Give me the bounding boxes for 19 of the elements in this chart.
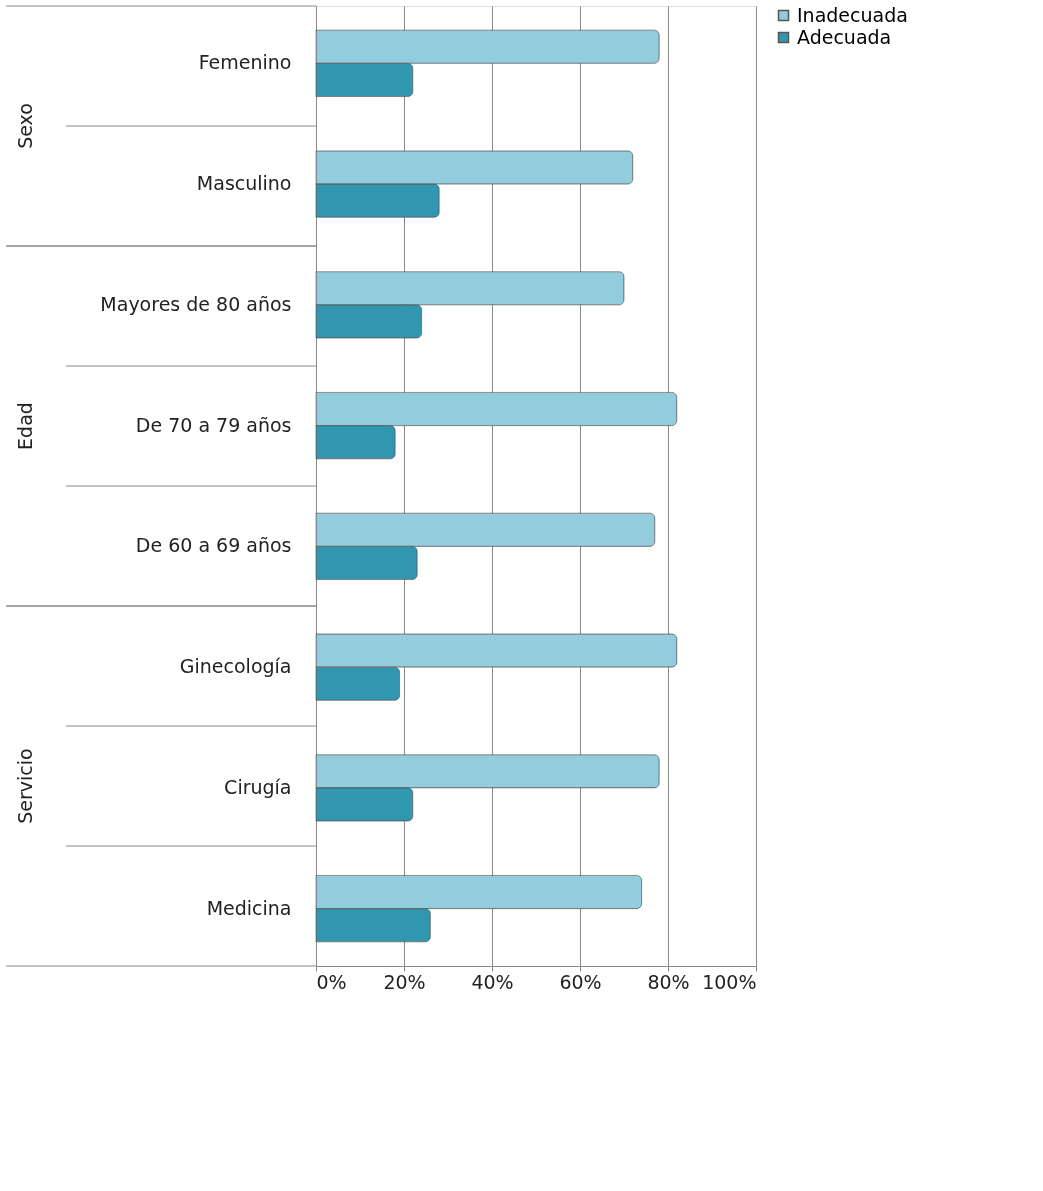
y-tick-label: Cirugía	[224, 775, 292, 798]
x-tick-label: 40%	[471, 970, 514, 993]
x-tick-label: 20%	[383, 970, 426, 993]
text: Sexo	[14, 103, 36, 149]
x-tick-label: 100%	[702, 970, 757, 993]
y-tick-label: Femenino	[198, 51, 292, 74]
legend-label: Inadecuada	[797, 3, 908, 26]
text: Edad	[14, 402, 36, 450]
y-tick-label: Medicina	[206, 896, 292, 919]
x-tick-label: 80%	[647, 970, 690, 993]
y-tick-label: De 60 a 69 años	[135, 534, 292, 557]
y-tick-label: Masculino	[196, 172, 292, 195]
text: Servicio	[14, 748, 36, 824]
x-tick-label: 0%	[316, 970, 347, 993]
legend-label: Adecuada	[797, 25, 892, 48]
x-tick-label: 60%	[559, 970, 602, 993]
y-tick-label: Ginecología	[179, 655, 292, 678]
y-tick-label: De 70 a 79 años	[135, 413, 292, 436]
y-tick-label: Mayores de 80 años	[100, 292, 292, 315]
